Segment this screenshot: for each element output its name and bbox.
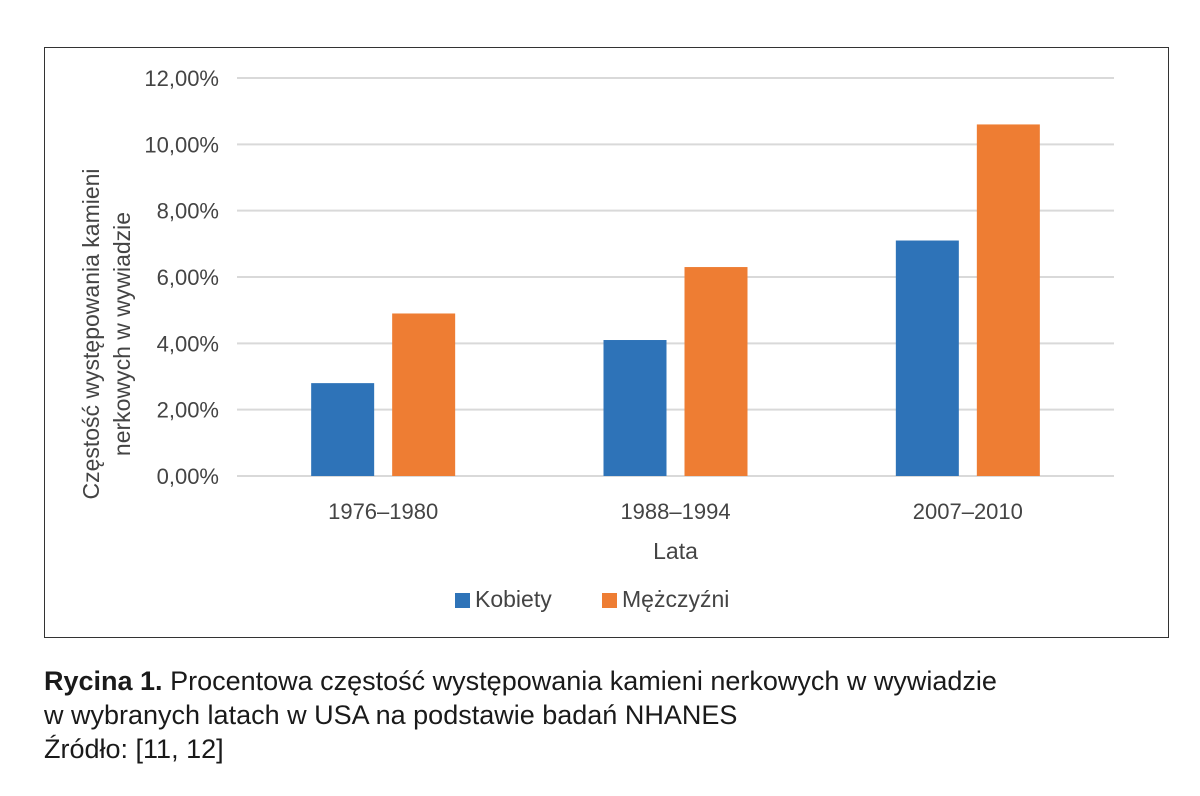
x-tick-label: 2007–2010 bbox=[913, 499, 1023, 524]
caption-text: Procentowa częstość występowania kamieni… bbox=[162, 666, 997, 696]
y-tick-label: 2,00% bbox=[157, 398, 219, 423]
legend-swatch bbox=[602, 593, 617, 608]
chart-frame: 0,00% 2,00% 4,00% 6,00% 8,00% 10,00% 12,00% 197… bbox=[44, 47, 1169, 638]
caption-label: Rycina 1. bbox=[44, 666, 163, 696]
bar-chart: 0,00% 2,00% 4,00% 6,00% 8,00% 10,00% 12,00% 197… bbox=[78, 66, 1114, 612]
y-tick-label: 6,00% bbox=[157, 265, 219, 290]
y-axis-title-line-2: nerkowych w wywiadzie bbox=[109, 212, 135, 456]
y-tick-label: 8,00% bbox=[157, 199, 219, 224]
caption-line-2: w wybranych latach w USA na podstawie ba… bbox=[44, 700, 738, 730]
bar-kobiety bbox=[603, 340, 667, 476]
figure-caption: Rycina 1. Procentowa częstość występowan… bbox=[44, 664, 1174, 766]
bar-kobiety bbox=[311, 383, 375, 476]
x-axis-title: Lata bbox=[653, 538, 698, 564]
caption-line-1: Rycina 1. Procentowa częstość występowan… bbox=[44, 664, 1174, 698]
y-tick-label: 10,00% bbox=[144, 132, 219, 157]
y-tick-label: 4,00% bbox=[157, 331, 219, 356]
y-tick-label: 12,00% bbox=[144, 66, 219, 91]
bar-mezczyzni bbox=[684, 267, 748, 476]
y-tick-label: 0,00% bbox=[157, 464, 219, 489]
x-tick-label: 1976–1980 bbox=[328, 499, 438, 524]
caption-source: Źródło: [11, 12] bbox=[44, 734, 224, 764]
bar-mezczyzni bbox=[976, 124, 1040, 476]
legend-label: Mężczyźni bbox=[622, 586, 729, 612]
x-tick-label: 1988–1994 bbox=[620, 499, 730, 524]
legend-swatch bbox=[455, 593, 470, 608]
bar-kobiety bbox=[895, 240, 959, 476]
bar-mezczyzni bbox=[392, 313, 456, 476]
y-axis-title-line-1: Częstość występowania kamieni bbox=[78, 168, 104, 499]
legend-label: Kobiety bbox=[475, 586, 552, 612]
